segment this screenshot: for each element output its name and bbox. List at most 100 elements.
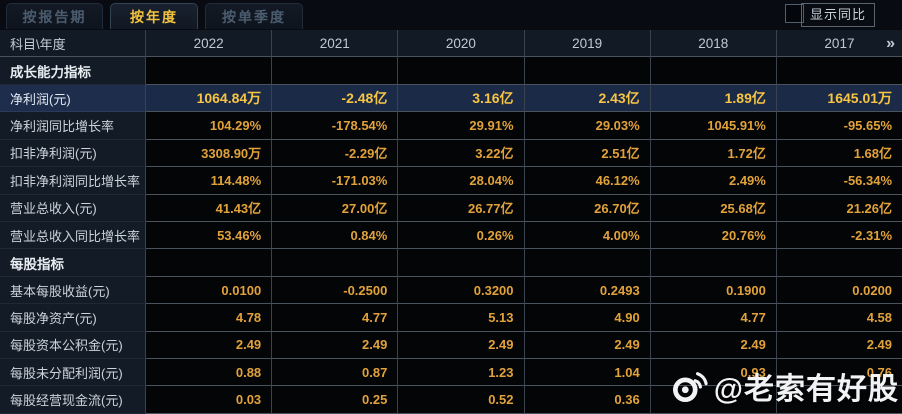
tab-annual[interactable]: 按年度 bbox=[110, 3, 198, 29]
row-label: 每股指标 bbox=[0, 249, 146, 277]
value-cell: 26.70亿 bbox=[524, 194, 651, 222]
value-cell: 2.49 bbox=[272, 331, 399, 360]
value-cell: 0.0100 bbox=[146, 276, 273, 305]
value-cell: 29.91% bbox=[398, 112, 525, 140]
value-cell: 3308.90万 bbox=[146, 139, 273, 168]
value-cell: 1.72亿 bbox=[650, 139, 777, 168]
value-cell bbox=[398, 249, 525, 277]
table-row[interactable]: 营业总收入(元) 41.43亿 27.00亿 26.77亿 26.70亿 25.68亿 21… bbox=[0, 194, 902, 222]
value-cell: 21.26亿 bbox=[776, 194, 902, 222]
value-cell: -0.2500 bbox=[272, 276, 399, 305]
table-row[interactable]: 每股未分配利润(元) 0.88 0.87 1.23 1.04 0.93 0.76 bbox=[0, 359, 902, 387]
year-column-header: 2021 bbox=[272, 30, 399, 58]
row-label: 每股净资产(元) bbox=[0, 304, 146, 332]
value-cell: -56.34% bbox=[776, 167, 902, 195]
value-cell: 2.49% bbox=[650, 167, 777, 195]
value-cell: 0.0200 bbox=[776, 276, 902, 305]
value-cell: 20.76% bbox=[650, 221, 777, 250]
year-column-header: 2019 bbox=[524, 30, 651, 58]
row-label: 净利润同比增长率 bbox=[0, 112, 146, 140]
table-row[interactable]: 净利润(元) 1064.84万 -2.48亿 3.16亿 2.43亿 1.89亿 1645.… bbox=[0, 84, 902, 113]
value-cell bbox=[272, 57, 399, 85]
year-header-cells: 2022 2021 2020 2019 2018 2017 bbox=[146, 30, 902, 58]
value-cell bbox=[146, 249, 273, 277]
value-cell bbox=[776, 57, 902, 85]
table-row[interactable]: 每股经营现金流(元) 0.03 0.25 0.52 0.36 bbox=[0, 386, 902, 414]
table-row[interactable]: 净利润同比增长率 104.29% -178.54% 29.91% 29.03% 1045.… bbox=[0, 112, 902, 140]
value-cell: 0.1900 bbox=[650, 276, 777, 305]
value-cell: 0.3200 bbox=[398, 276, 525, 305]
table-row[interactable]: 扣非净利润(元) 3308.90万 -2.29亿 3.22亿 2.51亿 1.72亿 1.6… bbox=[0, 139, 902, 168]
show-yoy-checkbox[interactable] bbox=[785, 4, 804, 23]
value-cell bbox=[398, 57, 525, 85]
value-cell: -171.03% bbox=[272, 167, 399, 195]
value-cell bbox=[776, 386, 902, 414]
value-cell: 1.04 bbox=[524, 359, 651, 387]
value-cell: 2.49 bbox=[776, 331, 902, 360]
value-cell bbox=[650, 386, 777, 414]
year-column-header: 2022 bbox=[146, 30, 273, 58]
value-cell: 0.93 bbox=[650, 359, 777, 387]
section-row: 每股指标 bbox=[0, 249, 902, 277]
value-cell: 0.26% bbox=[398, 221, 525, 250]
value-cell: 41.43亿 bbox=[146, 194, 273, 222]
value-cell: 2.49 bbox=[650, 331, 777, 360]
value-cell: 1064.84万 bbox=[146, 84, 273, 113]
tab-bar: 按报告期 按年度 按单季度 显示同比 bbox=[0, 0, 902, 30]
value-cell bbox=[524, 57, 651, 85]
value-cell: 0.84% bbox=[272, 221, 399, 250]
row-label: 成长能力指标 bbox=[0, 57, 146, 85]
value-cell bbox=[776, 249, 902, 277]
value-cell: 1.68亿 bbox=[776, 139, 902, 168]
section-row: 成长能力指标 bbox=[0, 57, 902, 85]
value-cell bbox=[272, 249, 399, 277]
value-cell: 53.46% bbox=[146, 221, 273, 250]
tab-report-period[interactable]: 按报告期 bbox=[6, 3, 103, 29]
value-cell: 0.36 bbox=[524, 386, 651, 414]
value-cell: 1.89亿 bbox=[650, 84, 777, 113]
value-cell: -178.54% bbox=[272, 112, 399, 140]
value-cell bbox=[146, 57, 273, 85]
financial-table: 科目\年度 2022 2021 2020 2019 2018 2017 » 成长能力指标净… bbox=[0, 30, 902, 414]
row-label: 净利润(元) bbox=[0, 84, 146, 113]
value-cell: 1645.01万 bbox=[776, 84, 902, 113]
value-cell: 4.78 bbox=[146, 304, 273, 332]
value-cell bbox=[524, 249, 651, 277]
row-label: 每股未分配利润(元) bbox=[0, 359, 146, 387]
table-row[interactable]: 营业总收入同比增长率 53.46% 0.84% 0.26% 4.00% 20.76% -2.… bbox=[0, 221, 902, 250]
value-cell: 4.58 bbox=[776, 304, 902, 332]
value-cell: 2.49 bbox=[146, 331, 273, 360]
row-label: 每股经营现金流(元) bbox=[0, 386, 146, 414]
value-cell: -2.29亿 bbox=[272, 139, 399, 168]
value-cell: 4.00% bbox=[524, 221, 651, 250]
value-cell: 2.49 bbox=[524, 331, 651, 360]
value-cell: 0.2493 bbox=[524, 276, 651, 305]
row-label: 基本每股收益(元) bbox=[0, 276, 146, 305]
value-cell: 2.43亿 bbox=[524, 84, 651, 113]
value-cell: 0.52 bbox=[398, 386, 525, 414]
value-cell: 0.87 bbox=[272, 359, 399, 387]
value-cell: 3.16亿 bbox=[398, 84, 525, 113]
table-row[interactable]: 基本每股收益(元) 0.0100 -0.2500 0.3200 0.2493 0.1900… bbox=[0, 276, 902, 305]
more-years-button[interactable]: » bbox=[886, 34, 895, 52]
value-cell: 104.29% bbox=[146, 112, 273, 140]
value-cell: 2.49 bbox=[398, 331, 525, 360]
value-cell: 3.22亿 bbox=[398, 139, 525, 168]
value-cell: -95.65% bbox=[776, 112, 902, 140]
value-cell: 27.00亿 bbox=[272, 194, 399, 222]
value-cell: 5.13 bbox=[398, 304, 525, 332]
table-row[interactable]: 每股资本公积金(元) 2.49 2.49 2.49 2.49 2.49 2.49 bbox=[0, 331, 902, 360]
value-cell bbox=[650, 57, 777, 85]
value-cell: 46.12% bbox=[524, 167, 651, 195]
year-column-header: 2020 bbox=[398, 30, 525, 58]
corner-cell: 科目\年度 bbox=[0, 30, 146, 58]
show-yoy-label[interactable]: 显示同比 bbox=[800, 3, 875, 27]
table-row[interactable]: 扣非净利润同比增长率 114.48% -171.03% 28.04% 46.12% 2.4… bbox=[0, 167, 902, 195]
tab-quarterly[interactable]: 按单季度 bbox=[205, 3, 303, 29]
value-cell: 0.76 bbox=[776, 359, 902, 387]
value-cell: 0.25 bbox=[272, 386, 399, 414]
value-cell: -2.31% bbox=[776, 221, 902, 250]
row-label: 扣非净利润同比增长率 bbox=[0, 167, 146, 195]
table-row[interactable]: 每股净资产(元) 4.78 4.77 5.13 4.90 4.77 4.58 bbox=[0, 304, 902, 332]
